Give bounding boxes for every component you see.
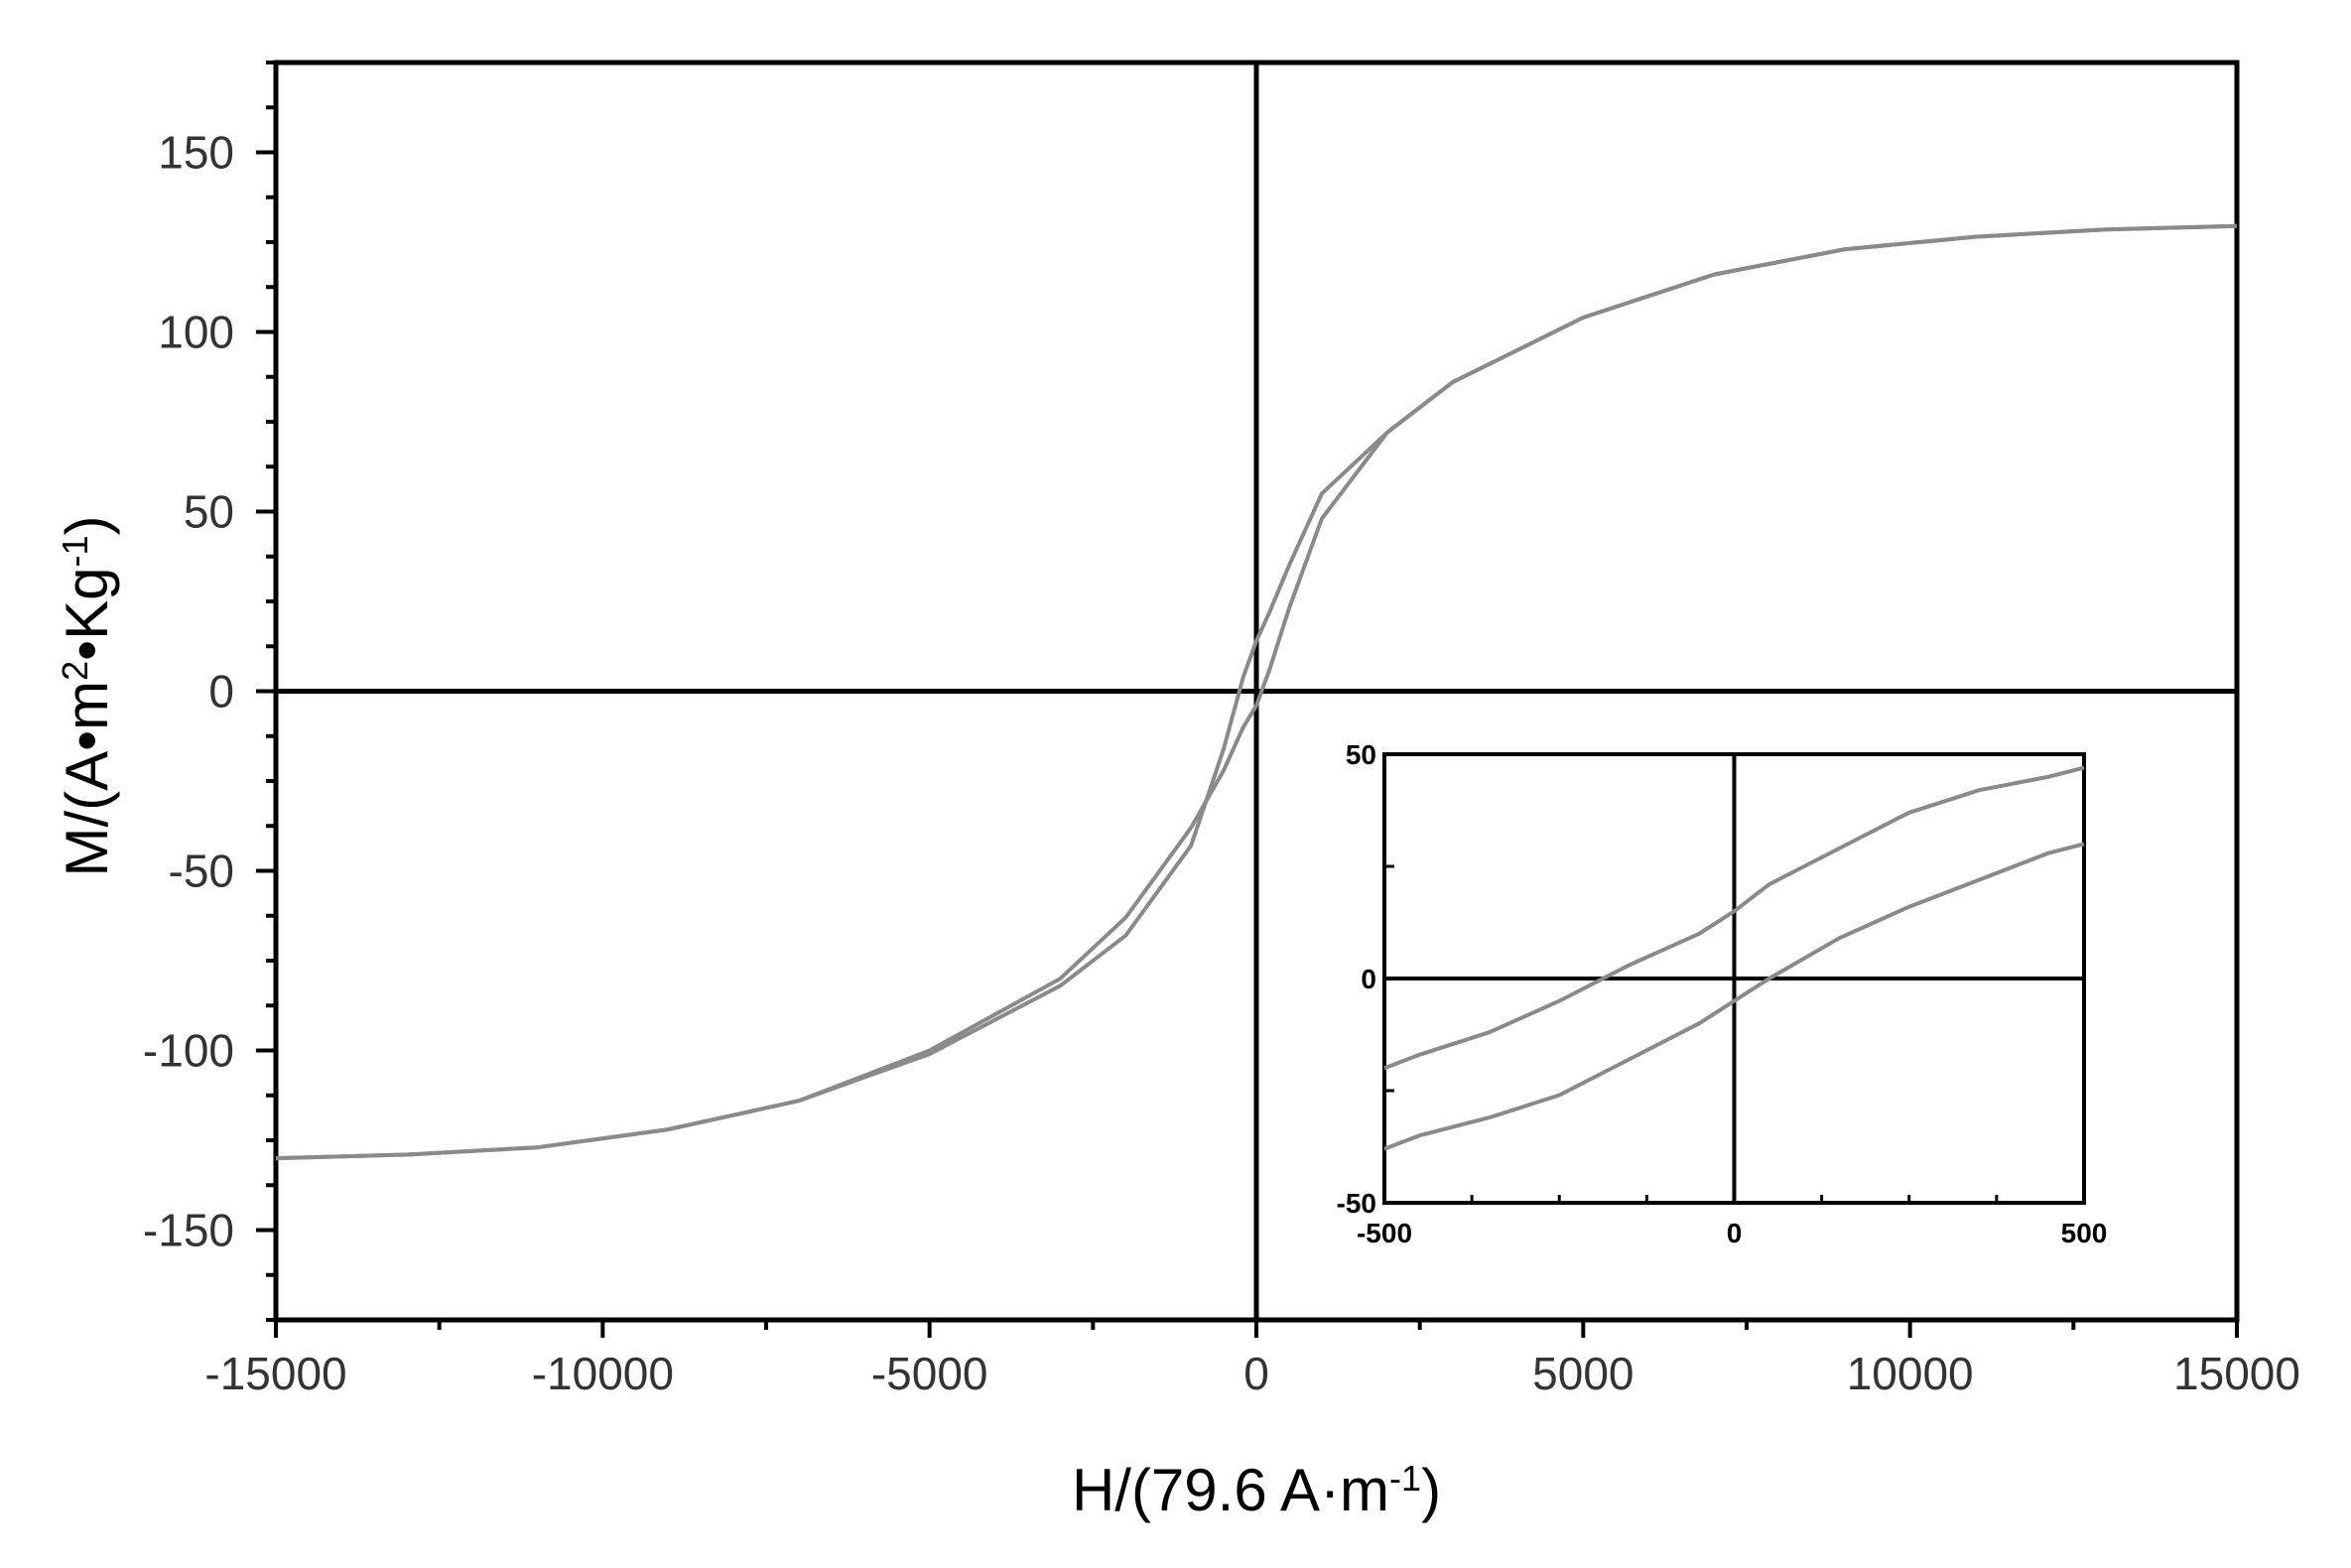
x-tick-label: 0 [1243,1348,1269,1399]
inset-y-tick-label: 0 [1361,964,1376,994]
x-axis-title: H/(79.6 A·m-1) [1072,1457,1441,1523]
main-descending-branch [275,223,2238,1161]
inset-lower-branch [1383,842,2085,1151]
x-tick-label: -5000 [871,1348,988,1399]
x-tick-label: 10000 [1847,1348,1974,1399]
inset-x-tick-label: -500 [1357,1218,1412,1248]
main-tick-labels: -15000 -10000 -5000 0 5000 10000 1500015010050… [143,127,2300,1400]
inset-upper-branch [1383,765,2085,1071]
x-tick-label: 5000 [1532,1348,1633,1399]
inset-y-tick-label: -50 [1337,1188,1376,1219]
x-tick-label: 15000 [2173,1348,2300,1399]
main-series-group [275,223,2238,1161]
inset-zero-lines [1384,754,2084,1203]
x-tick-label: -10000 [532,1348,674,1399]
y-axis-title: M/(A•m2•Kg-1) [54,515,120,876]
y-tick-label: -100 [143,1025,234,1077]
main-plot: -15000 -10000 -5000 0 5000 10000 1500015010050… [143,60,2300,1400]
x-tick-label: -15000 [204,1348,346,1399]
y-tick-label: -50 [169,846,234,897]
y-tick-label: 0 [208,666,234,718]
y-tick-label: -150 [143,1205,234,1256]
y-tick-label: 100 [158,307,234,358]
main-zero-lines [276,63,2237,1320]
inset-series-group [1383,765,2085,1151]
y-tick-label: 150 [158,127,234,179]
inset-x-tick-label: 500 [2061,1218,2108,1248]
inset-y-tick-label: 50 [1346,739,1376,770]
main-axis-ticks [256,61,2239,1338]
y-tick-label: 50 [184,486,234,538]
inset-x-tick-label: 0 [1727,1218,1743,1248]
